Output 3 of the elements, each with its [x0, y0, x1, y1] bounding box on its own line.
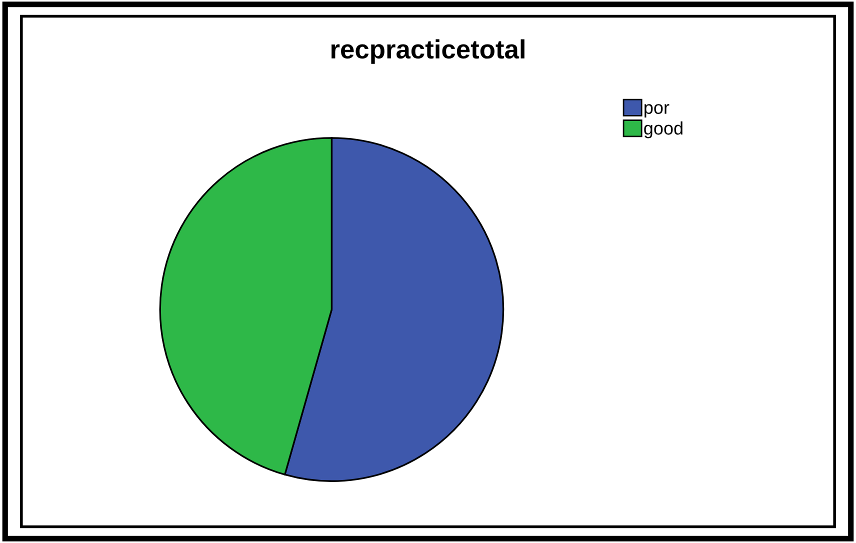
chart-title: recpracticetotal: [331, 39, 524, 64]
legend-label: por: [644, 104, 670, 118]
legend-label: good: [644, 121, 682, 138]
